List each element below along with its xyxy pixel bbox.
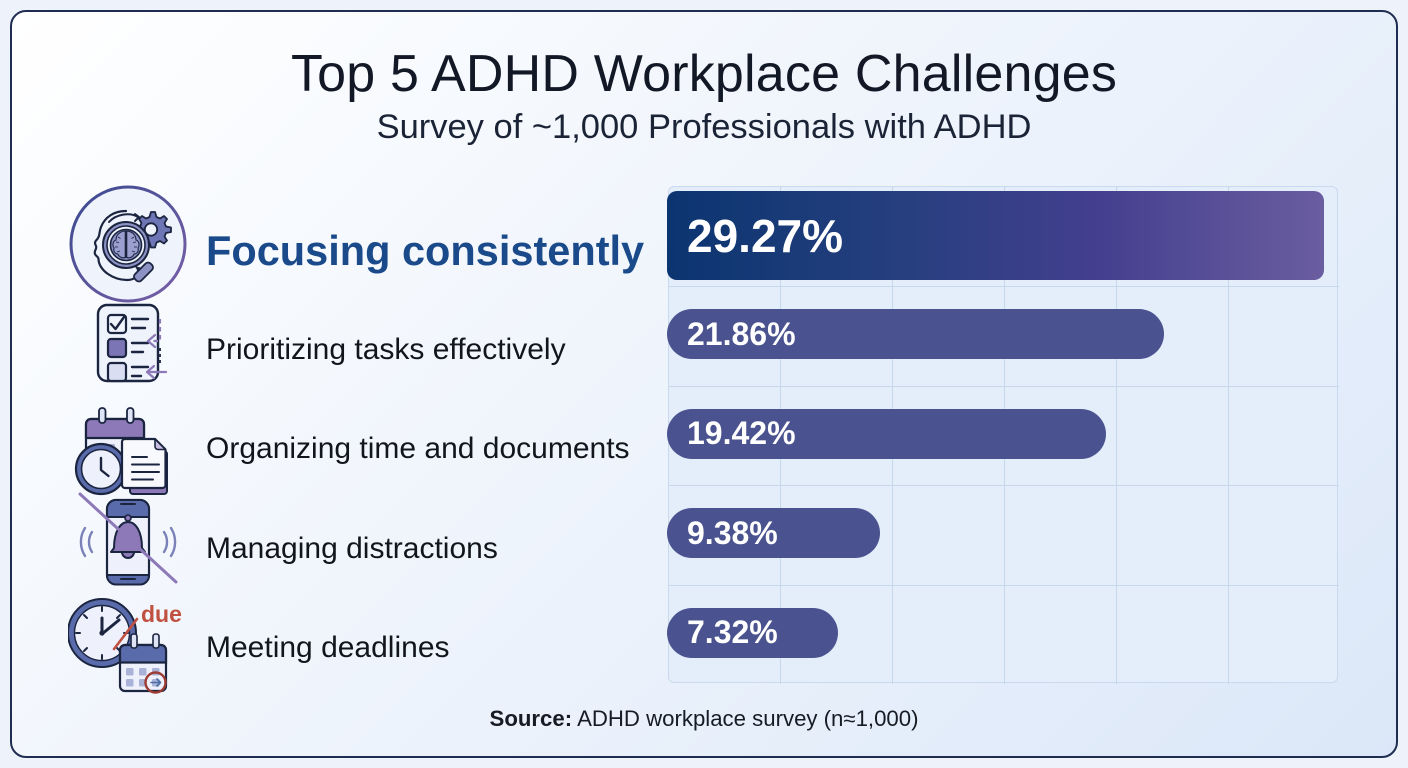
svg-text:due: due: [141, 601, 182, 627]
